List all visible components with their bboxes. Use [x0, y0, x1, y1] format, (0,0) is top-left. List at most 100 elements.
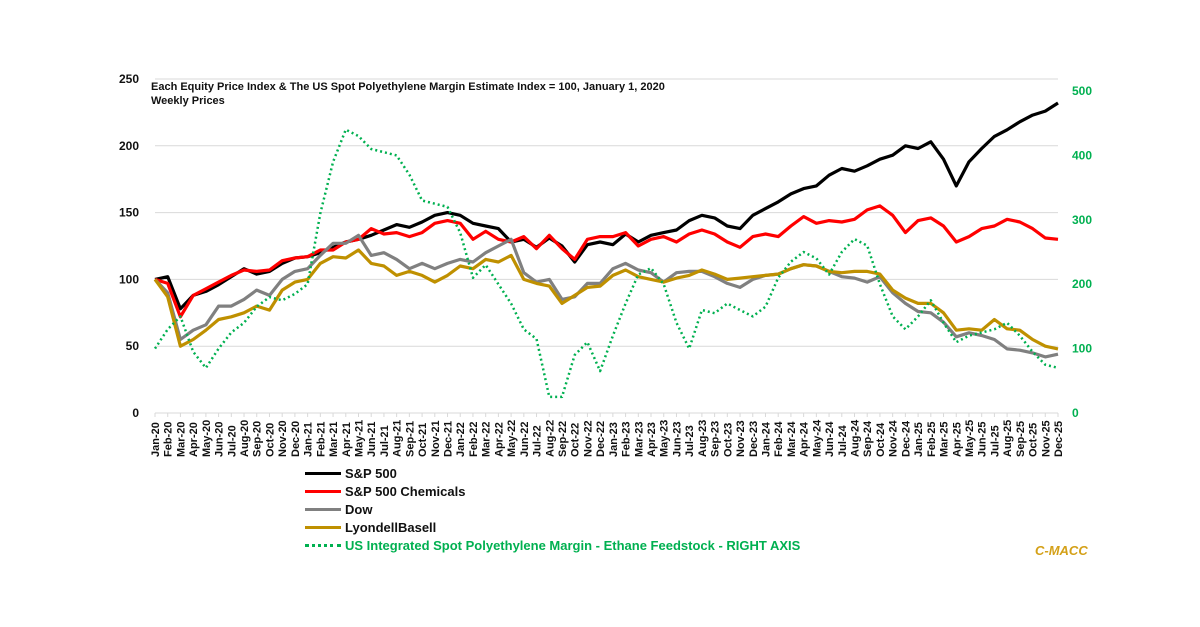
legend-swatch	[305, 507, 341, 511]
x-axis-tick-label: Nov-23	[735, 420, 747, 457]
left-axis-tick-label: 50	[126, 339, 140, 353]
x-axis-tick-label: Apr-25	[951, 422, 963, 457]
x-axis-tick-label: Mar-21	[328, 422, 340, 457]
x-axis-tick-label: May-23	[659, 420, 671, 457]
x-axis-tick-label: Sep-23	[710, 421, 722, 457]
chart-subtitle: Weekly Prices	[151, 95, 225, 107]
left-axis-tick-label: 250	[119, 72, 139, 86]
x-axis-tick-label: Sep-24	[862, 420, 874, 457]
x-axis-tick-label: Feb-23	[621, 422, 633, 457]
series-line-s-p-500-chemicals	[154, 204, 1059, 319]
x-axis-tick-label: Jul-20	[226, 425, 238, 457]
x-axis-tick-label: May-20	[201, 420, 213, 457]
x-axis-tick-label: May-21	[353, 420, 365, 457]
x-axis-tick-label: Mar-20	[175, 422, 187, 457]
x-axis-tick-label: Nov-22	[582, 420, 594, 457]
legend-swatch	[305, 471, 341, 475]
legend-label: LyondellBasell	[345, 519, 437, 535]
x-axis-tick-label: Dec-23	[748, 421, 760, 457]
left-axis-tick-label: 200	[119, 139, 139, 153]
x-axis-tick-label: Jul-22	[532, 425, 544, 457]
x-axis-tick-label: Aug-25	[1002, 420, 1014, 457]
x-axis-tick-label: Oct-21	[417, 423, 429, 457]
legend-label: Dow	[345, 501, 373, 517]
x-axis-tick-label: Oct-25	[1028, 423, 1040, 457]
legend-swatch	[305, 525, 341, 529]
x-axis-tick-label: Jul-21	[379, 425, 391, 457]
x-axis-tick-label: Mar-24	[786, 421, 798, 457]
right-axis-tick-label: 100	[1072, 342, 1092, 356]
x-axis-tick-label: Oct-24	[875, 422, 887, 457]
legend-swatch	[305, 489, 341, 493]
right-axis-tick-label: 500	[1072, 84, 1092, 98]
x-axis-tick-label: Sep-21	[404, 421, 416, 457]
x-axis-tick-label: Jul-24	[837, 424, 849, 457]
x-axis-tick-label: Jul-23	[684, 425, 696, 457]
x-axis-tick-label: Oct-23	[722, 423, 734, 457]
series-line-dow	[153, 233, 1059, 359]
legend-label: S&P 500 Chemicals	[345, 483, 466, 499]
legend-item: US Integrated Spot Polyethylene Margin -…	[305, 536, 800, 554]
x-axis-tick-label: May-25	[964, 420, 976, 457]
x-axis-tick-label: Aug-20	[239, 420, 251, 457]
right-axis-tick-label: 300	[1072, 213, 1092, 227]
x-axis-tick-label: Feb-24	[773, 421, 785, 457]
left-axis-tick-label: 0	[132, 406, 139, 420]
chart-title: Each Equity Price Index & The US Spot Po…	[151, 81, 665, 93]
x-axis-tick-label: Jan-24	[760, 421, 772, 457]
x-axis-tick-label: Jun-25	[977, 422, 989, 457]
left-axis-tick-label: 150	[119, 206, 139, 220]
x-axis-tick-label: Nov-20	[277, 420, 289, 457]
x-axis-tick-label: Jan-22	[455, 422, 467, 457]
legend: S&P 500 S&P 500 Chemicals Dow LyondellBasel…	[305, 464, 800, 554]
x-axis-tick-label: Aug-22	[544, 420, 556, 457]
x-axis-tick-label: Sep-25	[1015, 421, 1027, 457]
x-axis-tick-label: Oct-20	[264, 423, 276, 457]
x-axis-tick-label: Dec-21	[443, 421, 455, 457]
x-axis-tick-label: Apr-24	[799, 421, 811, 457]
x-axis-tick-label: Aug-21	[392, 420, 404, 457]
right-axis-tick-label: 400	[1072, 148, 1092, 162]
x-axis-tick-label: Feb-22	[468, 422, 480, 457]
x-axis-tick-label: Jan-21	[303, 422, 315, 457]
legend-item: LyondellBasell	[305, 518, 800, 536]
x-axis-tick-label: Dec-25	[1053, 421, 1065, 457]
chart-title-block: Each Equity Price Index & The US Spot Po…	[151, 80, 665, 108]
x-axis-tick-label: Mar-23	[633, 422, 645, 457]
x-axis-tick-label: Dec-24	[900, 420, 912, 457]
x-axis-tick-label: Dec-20	[290, 421, 302, 457]
series-line-us-integrated-spot-polyethylene-margin-ethane-feedstock-right-axis	[153, 128, 1059, 399]
legend-swatch	[305, 543, 341, 547]
x-axis-tick-label: Jun-22	[519, 422, 531, 457]
x-axis-tick-label: Sep-20	[252, 421, 264, 457]
x-axis-tick-label: Apr-20	[188, 422, 200, 457]
legend-item: S&P 500	[305, 464, 800, 482]
x-axis-tick-label: Mar-25	[939, 422, 951, 457]
legend-label: US Integrated Spot Polyethylene Margin -…	[345, 537, 801, 553]
x-axis-tick-label: Feb-25	[926, 422, 938, 457]
left-axis-tick-label: 100	[119, 272, 139, 286]
legend-item: S&P 500 Chemicals	[305, 482, 800, 500]
x-axis-tick-label: Jan-23	[608, 422, 620, 457]
x-axis-tick-label: Jun-23	[671, 422, 683, 457]
x-axis-tick-label: Apr-21	[341, 422, 353, 457]
x-axis-tick-label: Nov-24	[888, 419, 900, 457]
right-axis-tick-label: 0	[1072, 406, 1079, 420]
x-axis-tick-label: May-22	[506, 420, 518, 457]
x-axis-tick-label: Nov-21	[430, 420, 442, 457]
series-line-lyondellbasell	[153, 248, 1059, 351]
x-axis-tick-label: Jun-24	[824, 421, 836, 457]
x-axis-tick-label: Apr-23	[646, 422, 658, 457]
x-axis-tick-label: Jan-20	[150, 422, 162, 457]
x-axis-tick-label: Oct-22	[570, 423, 582, 457]
x-axis-tick-label: Dec-22	[595, 421, 607, 457]
x-axis-tick-label: Sep-22	[557, 421, 569, 457]
brand-label: C-MACC	[1035, 543, 1088, 558]
x-axis-tick-label: Feb-20	[163, 422, 175, 457]
x-axis-tick-label: Aug-23	[697, 420, 709, 457]
x-axis-tick-label: May-24	[811, 419, 823, 457]
legend-item: Dow	[305, 500, 800, 518]
right-axis-tick-label: 200	[1072, 277, 1092, 291]
